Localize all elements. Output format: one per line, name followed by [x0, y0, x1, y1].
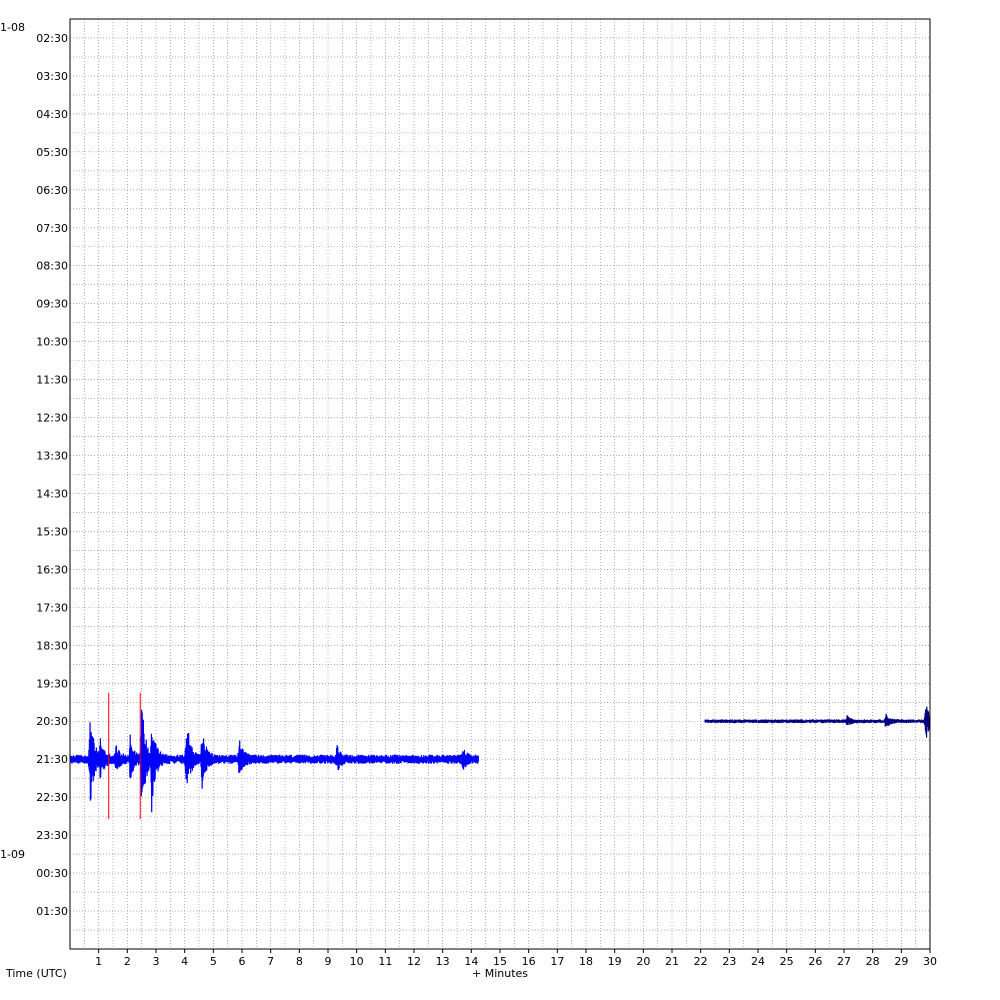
row-time-label: 17:30 [36, 601, 68, 614]
x-tick-label: 30 [923, 955, 937, 968]
minute-tick-labels: 1 2 3 4 5 6 7 8 9 10 11 12 13 14 15 16 17 18 19 20 21 22 23 24 2… [95, 949, 937, 968]
x-tick-label: 13 [436, 955, 450, 968]
x-tick-label: 8 [296, 955, 303, 968]
x-tick-label: 22 [694, 955, 708, 968]
grid-lines [70, 19, 930, 949]
x-tick-label: 10 [350, 955, 364, 968]
x-tick-label: 7 [267, 955, 274, 968]
row-time-label: 09:30 [36, 298, 68, 311]
row-time-label: 18:30 [36, 639, 68, 652]
x-tick-label: 28 [866, 955, 880, 968]
x-tick-label: 9 [325, 955, 332, 968]
seismic-trace-1 [69, 709, 480, 813]
row-time-label: 03:30 [36, 70, 68, 83]
row-time-label: 11:30 [36, 374, 68, 387]
row-time-label: 08:30 [36, 260, 68, 273]
row-time-label: 15:30 [36, 525, 68, 538]
seismic-traces [69, 706, 931, 813]
date-label: 1-09 [0, 848, 25, 861]
row-time-label: 05:30 [36, 146, 68, 159]
x-tick-label: 25 [780, 955, 794, 968]
row-time-label: 13:30 [36, 450, 68, 463]
y-axis-title: Time (UTC) [5, 967, 67, 980]
row-time-label: 21:30 [36, 753, 68, 766]
x-tick-label: 3 [153, 955, 160, 968]
x-tick-label: 15 [493, 955, 507, 968]
row-time-label: 10:30 [36, 336, 68, 349]
row-time-label: 23:30 [36, 829, 68, 842]
row-time-label: 04:30 [36, 108, 68, 121]
row-time-label: 16:30 [36, 563, 68, 576]
row-time-label: 01:30 [36, 905, 68, 918]
x-tick-label: 16 [522, 955, 536, 968]
x-tick-label: 12 [407, 955, 421, 968]
x-tick-label: 19 [608, 955, 622, 968]
row-time-label: 20:30 [36, 715, 68, 728]
x-tick-label: 20 [636, 955, 650, 968]
date-label: 1-08 [0, 21, 25, 34]
seismic-trace-2 [704, 706, 931, 738]
row-time-label: 06:30 [36, 184, 68, 197]
row-time-label: 12:30 [36, 412, 68, 425]
x-tick-label: 2 [124, 955, 131, 968]
x-tick-label: 1 [95, 955, 102, 968]
x-tick-label: 6 [239, 955, 246, 968]
row-time-label: 00:30 [36, 867, 68, 880]
x-tick-label: 21 [665, 955, 679, 968]
x-tick-label: 24 [751, 955, 765, 968]
x-tick-label: 5 [210, 955, 217, 968]
row-time-label: 14:30 [36, 487, 68, 500]
x-tick-label: 17 [550, 955, 564, 968]
row-time-label: 22:30 [36, 791, 68, 804]
event-markers [108, 692, 141, 819]
row-time-label: 19:30 [36, 677, 68, 690]
row-time-label: 02:30 [36, 32, 68, 45]
x-tick-label: 26 [808, 955, 822, 968]
x-tick-label: 29 [894, 955, 908, 968]
row-time-labels: 02:30 03:30 04:30 05:30 06:30 07:30 08:30 09:30… [0, 21, 68, 918]
x-tick-label: 11 [378, 955, 392, 968]
x-tick-label: 27 [837, 955, 851, 968]
row-time-label: 07:30 [36, 222, 68, 235]
x-tick-label: 14 [464, 955, 478, 968]
x-tick-label: 23 [722, 955, 736, 968]
x-tick-label: 18 [579, 955, 593, 968]
x-axis-title: + Minutes [472, 967, 528, 980]
x-tick-label: 4 [181, 955, 188, 968]
